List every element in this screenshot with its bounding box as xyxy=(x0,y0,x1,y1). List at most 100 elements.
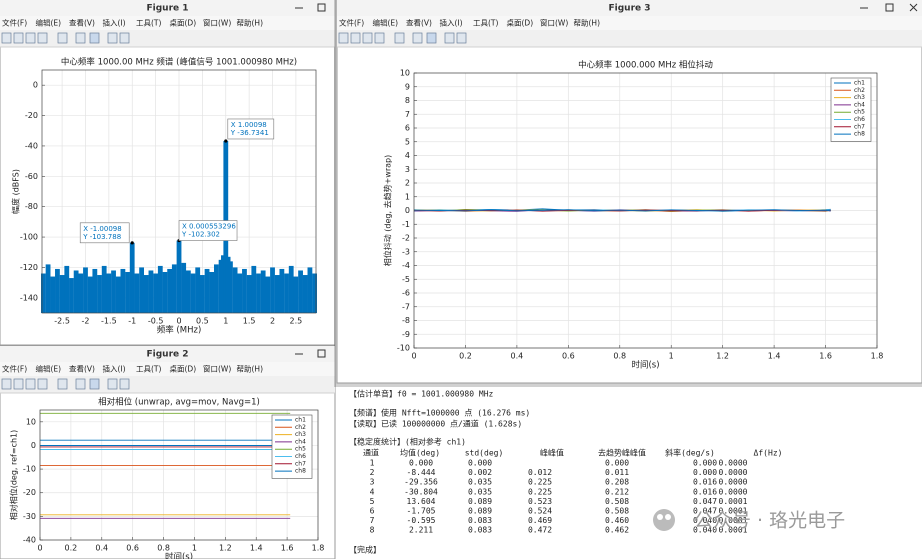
figure-window: Figure 2 文件(F) 编辑(E) 查看(V) 插入(I) 工具(T) 桌面(D) 窗口… xyxy=(0,345,336,559)
toolbar-button[interactable] xyxy=(1,378,12,390)
maximize-button[interactable] xyxy=(317,349,326,358)
toolbar-button[interactable] xyxy=(107,378,118,390)
menu-item[interactable]: 帮助(H) xyxy=(574,18,601,28)
toolbar-button[interactable] xyxy=(57,32,68,44)
window-title: Figure 3 xyxy=(608,4,650,14)
spectrum-bin xyxy=(45,264,51,313)
table-cell: 0.508 xyxy=(605,507,629,516)
toolbar-button[interactable] xyxy=(350,32,361,44)
table-cell: 3 xyxy=(370,478,375,487)
table-cell: 0.047 xyxy=(693,497,717,506)
toolbar-button[interactable] xyxy=(13,32,24,44)
toolbar-button[interactable] xyxy=(89,32,100,44)
toolbar-button[interactable] xyxy=(75,378,86,390)
spectrum-bin xyxy=(120,268,126,313)
table-cell: 0.0000 xyxy=(719,459,748,468)
x-tick-label: 1.4 xyxy=(768,352,781,361)
toolbar-button[interactable] xyxy=(13,378,24,390)
spectrum-bin xyxy=(251,265,257,313)
menu-item[interactable]: 帮助(H) xyxy=(237,364,264,374)
menu-item[interactable]: 编辑(E) xyxy=(373,18,399,28)
menu-item[interactable]: 桌面(D) xyxy=(170,18,197,28)
toolbar-button[interactable] xyxy=(119,32,130,44)
toolbar-button[interactable] xyxy=(1,32,12,44)
x-tick-label: 0.6 xyxy=(126,544,139,553)
menu-item[interactable]: 编辑(E) xyxy=(36,364,62,374)
table-cell: -8.444 xyxy=(407,468,436,477)
spectrum-bin xyxy=(209,271,215,313)
menu-item[interactable]: 文件(F) xyxy=(2,364,27,374)
close-button[interactable] xyxy=(909,3,918,12)
table-cell: 0.047 xyxy=(693,507,717,516)
x-tick-label: 0.8 xyxy=(157,544,170,553)
x-tick-label: 2 xyxy=(270,317,275,326)
menu-item[interactable]: 窗口(W) xyxy=(203,18,231,28)
toolbar-button[interactable] xyxy=(75,32,86,44)
table-header: Δf(Hz) xyxy=(754,449,783,458)
spectrum-bin xyxy=(312,273,317,313)
y-tick-label: 4 xyxy=(405,151,410,160)
spectrum-bin xyxy=(185,270,191,313)
toolbar-button[interactable] xyxy=(37,32,48,44)
menu-item[interactable]: 窗口(W) xyxy=(540,18,568,28)
table-cell: 6 xyxy=(370,507,375,516)
toolbar-button[interactable] xyxy=(107,32,118,44)
toolbar-button[interactable] xyxy=(362,32,373,44)
table-cell: 7 xyxy=(370,516,375,525)
toolbar-button[interactable] xyxy=(394,32,405,44)
maximize-button[interactable] xyxy=(317,3,326,12)
table-cell: 0.0001 xyxy=(719,516,748,525)
table-cell: 0.0000 xyxy=(719,478,748,487)
y-axis-label: 幅度 (dBFS) xyxy=(11,169,21,214)
toolbar-button[interactable] xyxy=(374,32,385,44)
y-tick-label: -9 xyxy=(402,330,410,339)
table-cell: -0.595 xyxy=(407,516,436,525)
toolbar-button[interactable] xyxy=(37,378,48,390)
x-tick-label: 1.8 xyxy=(312,544,325,553)
table-cell: 0.225 xyxy=(528,478,552,487)
menu-item[interactable]: 编辑(E) xyxy=(36,18,62,28)
spectrum-bin xyxy=(87,276,93,313)
menu-item[interactable]: 插入(I) xyxy=(440,18,463,28)
toolbar-button[interactable] xyxy=(444,32,455,44)
toolbar-button[interactable] xyxy=(25,378,36,390)
menu-item[interactable]: 桌面(D) xyxy=(170,364,197,374)
toolbar-button[interactable] xyxy=(89,378,100,390)
menu-item[interactable]: 窗口(W) xyxy=(203,364,231,374)
x-tick-label: 1 xyxy=(192,544,197,553)
toolbar-button[interactable] xyxy=(456,32,467,44)
toolbar-button[interactable] xyxy=(119,378,130,390)
menu-item[interactable]: 文件(F) xyxy=(339,18,364,28)
menu-item[interactable]: 查看(V) xyxy=(69,18,95,28)
y-tick-label: 10 xyxy=(26,417,36,426)
menu-item[interactable]: 文件(F) xyxy=(2,18,27,28)
menu-item[interactable]: 帮助(H) xyxy=(237,18,264,28)
toolbar-button[interactable] xyxy=(338,32,349,44)
spectrum-bin xyxy=(237,273,243,313)
menu-item[interactable]: 工具(T) xyxy=(136,19,162,28)
table-cell: 0.083 xyxy=(468,526,492,535)
spectrum-bin xyxy=(307,267,313,313)
datatip-y: Y -103.788 xyxy=(82,233,121,241)
legend-label: ch5 xyxy=(854,109,865,116)
menu-item[interactable]: 工具(T) xyxy=(473,19,499,28)
y-tick-label: 5 xyxy=(405,137,410,146)
toolbar-button[interactable] xyxy=(57,378,68,390)
toolbar-button[interactable] xyxy=(412,32,423,44)
y-tick-label: 8 xyxy=(405,96,410,105)
menu-item[interactable]: 插入(I) xyxy=(103,364,126,374)
maximize-button[interactable] xyxy=(885,3,894,12)
x-tick-label: 0.4 xyxy=(511,352,524,361)
x-tick-label: 0 xyxy=(37,544,42,553)
menu-item[interactable]: 工具(T) xyxy=(136,365,162,374)
y-tick-label: -1 xyxy=(402,220,410,229)
menu-item[interactable]: 查看(V) xyxy=(406,18,432,28)
y-tick-label: -30 xyxy=(23,512,36,521)
spectrum-bin xyxy=(167,268,173,313)
menu-item[interactable]: 查看(V) xyxy=(69,364,95,374)
menu-item[interactable]: 桌面(D) xyxy=(507,18,534,28)
toolbar-button[interactable] xyxy=(25,32,36,44)
toolbar-button[interactable] xyxy=(426,32,437,44)
menu-item[interactable]: 插入(I) xyxy=(103,18,126,28)
